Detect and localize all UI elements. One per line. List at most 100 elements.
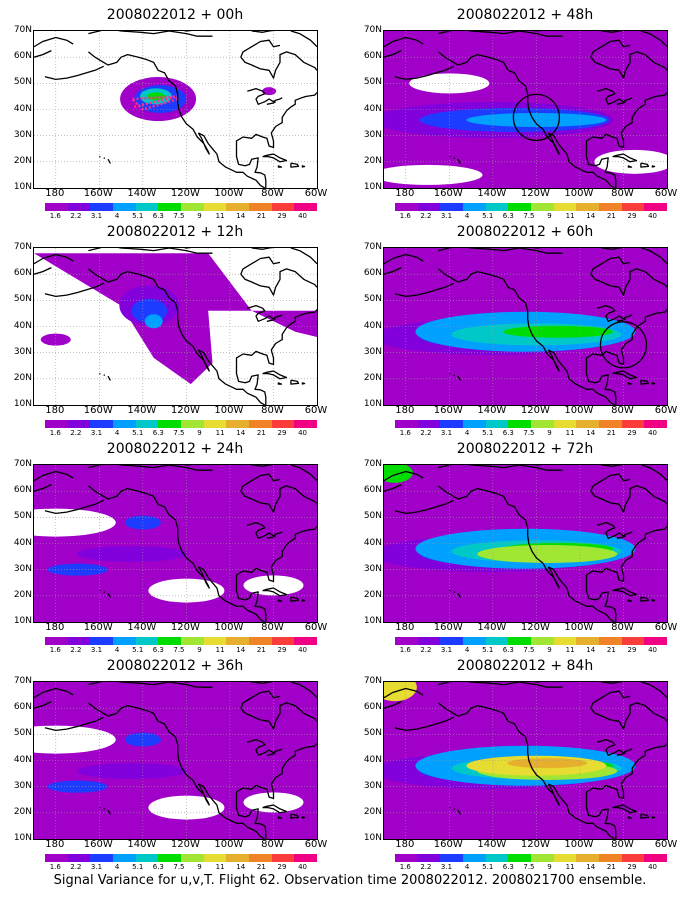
lat-label: 40N xyxy=(13,754,32,765)
colorbar-segment xyxy=(599,203,623,211)
lon-label: 80W xyxy=(261,188,284,199)
variance-map xyxy=(33,30,318,189)
map-panel: 2008022012 + 48h 70N 60N 50N 40N 30N 20N 10N 180… xyxy=(350,0,700,220)
colorbar-label: 29 xyxy=(627,863,637,871)
colorbar-label: 11 xyxy=(215,212,225,220)
colorbar-segment xyxy=(599,420,623,428)
lat-label: 50N xyxy=(363,728,382,739)
lon-label: 100W xyxy=(214,405,244,416)
colorbar-segment xyxy=(181,203,205,211)
colorbar-label: 1.6 xyxy=(399,863,411,871)
colorbar-segment xyxy=(440,203,464,211)
colorbar-segment xyxy=(553,854,577,862)
colorbar-segment xyxy=(621,420,645,428)
colorbar xyxy=(45,203,318,211)
colorbar-segment xyxy=(395,637,419,645)
colorbar-label: 5.1 xyxy=(132,863,144,871)
lon-label: 80W xyxy=(261,405,284,416)
map-panel: 2008022012 + 72h 70N 60N 50N 40N 30N 20N 10N 180… xyxy=(350,434,700,654)
colorbar-segment xyxy=(621,637,645,645)
colorbar-label: 40 xyxy=(298,646,308,654)
colorbar-label: 14 xyxy=(236,429,246,437)
lat-label: 60N xyxy=(13,268,32,279)
colorbar xyxy=(395,420,668,428)
lat-label: 50N xyxy=(13,77,32,88)
lat-label: 30N xyxy=(363,780,382,791)
variance-map xyxy=(383,30,668,189)
lat-label: 70N xyxy=(13,242,32,252)
lon-label: 120W xyxy=(520,839,550,850)
colorbar-segment xyxy=(417,854,441,862)
colorbar-label: 11 xyxy=(215,863,225,871)
colorbar-label: 2.2 xyxy=(420,863,432,871)
colorbar-label: 4 xyxy=(464,429,470,437)
colorbar-segment xyxy=(203,420,227,428)
colorbar-segment xyxy=(249,637,273,645)
colorbar-label: 21 xyxy=(256,863,266,871)
colorbar-label: 3.1 xyxy=(440,212,453,220)
colorbar-segment xyxy=(45,420,69,428)
colorbar-segment xyxy=(249,420,273,428)
panel-title: 2008022012 + 36h xyxy=(106,658,244,674)
lat-label: 10N xyxy=(13,833,32,843)
colorbar-segment xyxy=(90,420,114,428)
lon-label: 180 xyxy=(395,839,415,850)
colorbar-label: 9 xyxy=(547,863,552,871)
lat-label: 30N xyxy=(363,563,382,574)
colorbar-segment xyxy=(271,637,295,645)
panel-title: 2008022012 + 48h xyxy=(456,7,594,23)
map-canvas xyxy=(34,682,317,839)
panel-title: 2008022012 + 60h xyxy=(456,224,594,240)
colorbar-label: 29 xyxy=(627,429,637,437)
lon-label: 180 xyxy=(45,622,65,633)
colorbar-label: 3.1 xyxy=(90,646,103,654)
colorbar-label: 1.6 xyxy=(49,212,61,220)
colorbar-label: 9 xyxy=(197,212,202,220)
colorbar-label: 40 xyxy=(648,646,658,654)
colorbar-label: 40 xyxy=(298,212,308,220)
colorbar-label: 3.1 xyxy=(90,429,103,437)
lat-label: 70N xyxy=(363,676,382,686)
colorbar-segment xyxy=(576,420,600,428)
lat-label: 30N xyxy=(13,563,32,574)
colorbar-segment xyxy=(463,203,487,211)
colorbar-segment xyxy=(226,637,250,645)
colorbar-segment xyxy=(294,420,318,428)
colorbar-label: 11 xyxy=(565,863,575,871)
lon-label: 180 xyxy=(45,405,65,416)
lat-label: 50N xyxy=(363,77,382,88)
colorbar-label: 7.5 xyxy=(173,212,185,220)
colorbar-label: 14 xyxy=(586,429,596,437)
colorbar-label: 40 xyxy=(648,429,658,437)
lon-label: 120W xyxy=(170,405,200,416)
colorbar-segment xyxy=(485,420,509,428)
colorbar-segment xyxy=(45,203,69,211)
colorbar-label: 1.6 xyxy=(49,863,61,871)
lat-label: 60N xyxy=(363,702,382,713)
map-canvas xyxy=(384,465,667,622)
map-panel: 2008022012 + 12h 70N 60N 50N 40N 30N 20N 10N 180… xyxy=(0,217,350,437)
lat-label: 10N xyxy=(363,833,382,843)
colorbar-label: 2.2 xyxy=(420,212,432,220)
colorbar-segment xyxy=(271,854,295,862)
colorbar-label: 2.2 xyxy=(70,863,82,871)
lat-label: 40N xyxy=(13,320,32,331)
lon-label: 160W xyxy=(83,839,113,850)
colorbar-segment xyxy=(417,637,441,645)
lon-label: 60W xyxy=(654,405,678,416)
colorbar-segment xyxy=(90,203,114,211)
lon-label: 100W xyxy=(564,188,594,199)
lat-label: 50N xyxy=(13,294,32,305)
lon-label: 140W xyxy=(477,405,507,416)
colorbar-label: 21 xyxy=(256,212,266,220)
colorbar-segment xyxy=(508,203,532,211)
map-canvas xyxy=(384,682,667,839)
colorbar-segment xyxy=(417,420,441,428)
lon-label: 140W xyxy=(477,188,507,199)
colorbar-label: 4 xyxy=(464,863,470,871)
colorbar-segment xyxy=(395,203,419,211)
colorbar-segment xyxy=(135,854,159,862)
map-canvas xyxy=(34,31,317,188)
colorbar-label: 4 xyxy=(114,212,120,220)
